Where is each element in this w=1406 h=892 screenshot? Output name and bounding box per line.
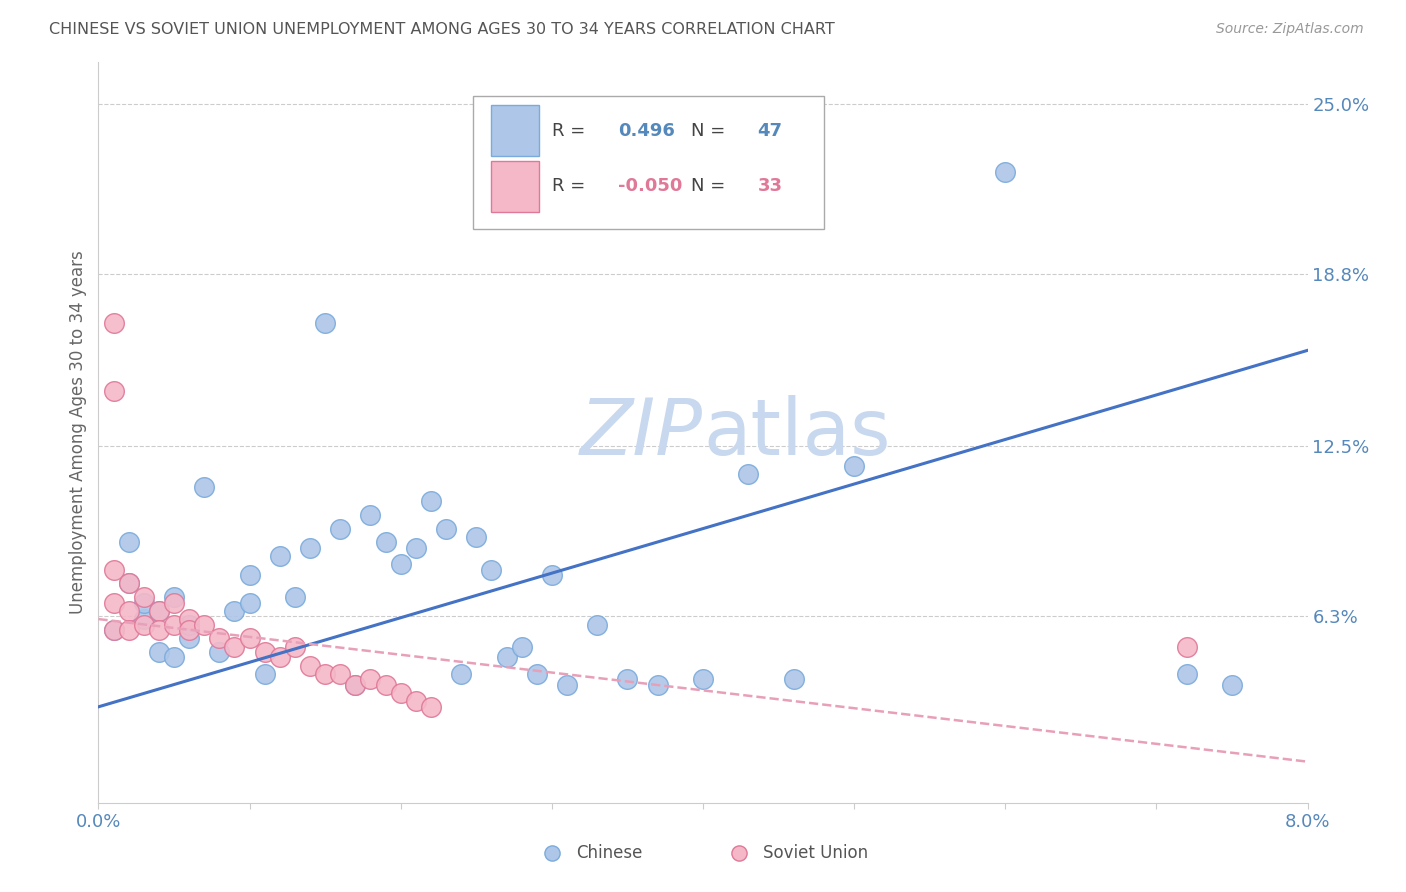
Point (163, 596, 186, 610)
Point (118, 604, 141, 618)
Point (224, 640, 246, 654)
Point (284, 590, 307, 604)
Point (994, 165, 1017, 179)
Text: Soviet Union: Soviet Union (763, 844, 869, 863)
Point (163, 617, 186, 632)
Point (405, 694, 427, 708)
Point (389, 558, 412, 572)
Point (692, 673, 714, 687)
Point (208, 632, 231, 646)
Point (344, 678, 367, 692)
Point (163, 590, 186, 604)
Y-axis label: Unemployment Among Ages 30 to 34 years: Unemployment Among Ages 30 to 34 years (69, 251, 87, 615)
Text: ZIP: ZIP (581, 394, 703, 471)
Point (179, 632, 201, 646)
Point (103, 623, 125, 637)
Point (299, 658, 322, 673)
Point (253, 645, 276, 659)
Point (737, 467, 759, 481)
Point (389, 686, 412, 700)
Point (148, 604, 170, 618)
Point (103, 316, 125, 330)
Point (179, 623, 201, 637)
Point (132, 596, 155, 610)
Point (360, 673, 382, 687)
Point (284, 640, 307, 654)
Point (103, 596, 125, 610)
Point (510, 640, 533, 654)
Text: CHINESE VS SOVIET UNION UNEMPLOYMENT AMONG AGES 30 TO 34 YEARS CORRELATION CHART: CHINESE VS SOVIET UNION UNEMPLOYMENT AMO… (49, 22, 835, 37)
Point (193, 617, 215, 632)
Point (481, 563, 503, 577)
Point (314, 667, 336, 681)
Point (540, 568, 562, 582)
Point (193, 480, 215, 494)
Text: N =: N = (690, 178, 731, 195)
Point (118, 535, 141, 549)
Point (148, 623, 170, 637)
Point (616, 673, 638, 687)
Point (253, 667, 276, 681)
Point (783, 673, 806, 687)
Point (420, 494, 443, 508)
Point (586, 617, 609, 632)
Text: 47: 47 (758, 122, 782, 140)
Point (495, 650, 517, 665)
Point (555, 678, 578, 692)
Point (269, 650, 291, 665)
Point (314, 316, 336, 330)
Text: R =: R = (551, 178, 591, 195)
Point (103, 623, 125, 637)
Point (239, 568, 262, 582)
FancyBboxPatch shape (492, 161, 538, 212)
Point (224, 604, 246, 618)
Text: atlas: atlas (703, 394, 890, 471)
Text: 0.496: 0.496 (619, 122, 675, 140)
Point (420, 699, 443, 714)
Point (526, 667, 548, 681)
Point (179, 612, 201, 626)
Point (208, 645, 231, 659)
Point (103, 563, 125, 577)
Point (132, 617, 155, 632)
Point (239, 632, 262, 646)
Point (132, 590, 155, 604)
Point (269, 549, 291, 563)
Point (132, 612, 155, 626)
Point (118, 576, 141, 591)
Text: R =: R = (551, 122, 591, 140)
Point (1175, 667, 1198, 681)
FancyBboxPatch shape (492, 105, 538, 156)
Point (465, 530, 488, 544)
Point (148, 645, 170, 659)
Point (344, 678, 367, 692)
Point (450, 667, 472, 681)
Point (844, 458, 866, 473)
Text: Chinese: Chinese (576, 844, 643, 863)
Point (163, 650, 186, 665)
Point (1175, 640, 1198, 654)
Point (405, 541, 427, 555)
Point (118, 576, 141, 591)
Point (374, 678, 396, 692)
Text: Source: ZipAtlas.com: Source: ZipAtlas.com (1216, 22, 1364, 37)
Point (374, 535, 396, 549)
Point (103, 384, 125, 399)
Point (329, 522, 352, 536)
Point (434, 522, 457, 536)
Point (647, 678, 669, 692)
Point (1220, 678, 1243, 692)
Point (148, 604, 170, 618)
Point (299, 541, 322, 555)
Point (360, 508, 382, 522)
FancyBboxPatch shape (474, 95, 824, 229)
Text: 33: 33 (758, 178, 782, 195)
Point (179, 617, 201, 632)
Text: -0.050: -0.050 (619, 178, 683, 195)
Point (239, 596, 262, 610)
Point (329, 667, 352, 681)
Point (118, 623, 141, 637)
Text: N =: N = (690, 122, 731, 140)
